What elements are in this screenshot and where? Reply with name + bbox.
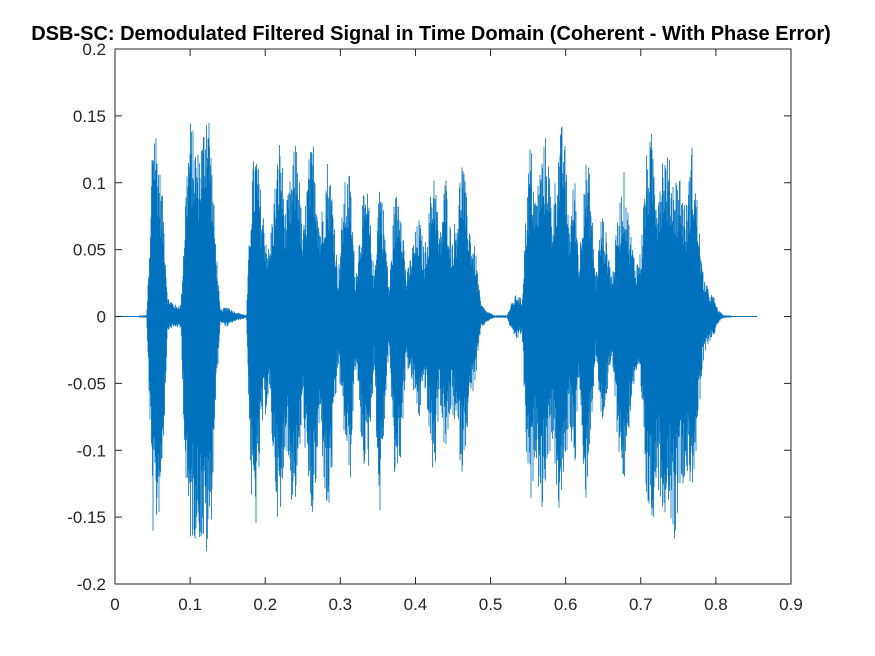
y-tick-label: 0.05 [73,241,106,260]
x-tick-label: 0 [110,595,119,614]
y-tick-label: 0.15 [73,107,106,126]
x-tick-label: 0.1 [178,595,202,614]
y-tick-label: -0.1 [77,441,106,460]
x-tick-label: 0.4 [404,595,428,614]
y-tick-label: 0.2 [82,40,106,59]
y-tick-label: 0.1 [82,174,106,193]
y-tick-label: -0.05 [67,374,106,393]
y-tick-label: 0 [97,308,106,327]
y-tick-label: -0.15 [67,508,106,527]
signal-layer [115,122,758,551]
y-axis: -0.2 -0.15 -0.1 -0.05 0 0.05 0.1 0.15 0.2 [67,40,791,594]
x-tick-label: 0.8 [704,595,728,614]
x-tick-label: 0.3 [329,595,353,614]
x-axis: 0 0.1 0.2 0.3 0.4 0.5 0.6 0.7 0.8 0.9 [110,49,803,614]
y-tick-label: -0.2 [77,575,106,594]
x-tick-label: 0.9 [779,595,803,614]
chart-title: DSB-SC: Demodulated Filtered Signal in T… [31,23,831,45]
x-tick-label: 0.2 [253,595,277,614]
signal-waveform [138,122,732,551]
x-tick-label: 0.7 [629,595,653,614]
x-tick-label: 0.6 [554,595,578,614]
x-tick-label: 0.5 [479,595,503,614]
